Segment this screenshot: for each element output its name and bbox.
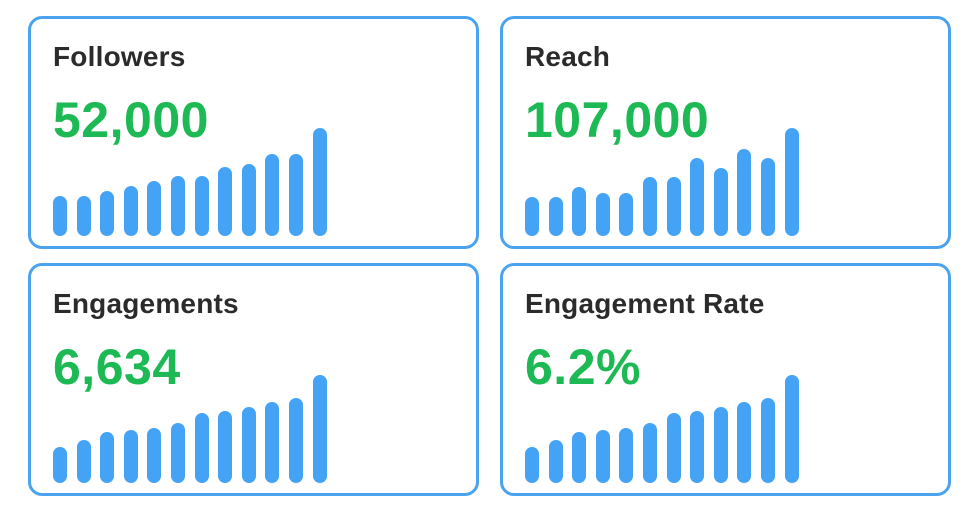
sparkline-bar xyxy=(549,197,563,236)
sparkline-bar xyxy=(289,154,303,236)
sparkline-bars xyxy=(525,128,805,236)
sparkline-bar xyxy=(525,447,539,483)
sparkline-bar xyxy=(643,423,657,483)
sparkline-bar xyxy=(714,168,728,236)
followers-card[interactable]: Followers 52,000 xyxy=(28,16,479,249)
engagements-card[interactable]: Engagements 6,634 xyxy=(28,263,479,496)
sparkline-bar xyxy=(53,447,67,483)
sparkline-bar xyxy=(195,176,209,236)
sparkline-bar xyxy=(289,398,303,483)
card-title: Engagements xyxy=(53,288,239,319)
sparkline-bar xyxy=(596,430,610,483)
sparkline-bar xyxy=(667,177,681,236)
sparkline-bar xyxy=(124,430,138,483)
sparkline-bar xyxy=(265,154,279,236)
sparkline-bar xyxy=(572,187,586,236)
sparkline-bar xyxy=(124,186,138,236)
sparkline-bar xyxy=(171,176,185,236)
sparkline-bar xyxy=(761,398,775,483)
sparkline-bars xyxy=(53,128,333,236)
sparkline-bar xyxy=(147,428,161,483)
sparkline-bar xyxy=(218,167,232,236)
sparkline-bar xyxy=(525,197,539,236)
card-value: 6,634 xyxy=(53,339,181,395)
engagement-rate-card[interactable]: Engagement Rate 6.2% xyxy=(500,263,951,496)
sparkline-bar xyxy=(643,177,657,236)
reach-card[interactable]: Reach 107,000 xyxy=(500,16,951,249)
sparkline-bar xyxy=(667,413,681,483)
sparkline-bar xyxy=(195,413,209,483)
sparkline-bar xyxy=(785,375,799,483)
sparkline-bar xyxy=(100,432,114,483)
sparkline-bar xyxy=(53,196,67,236)
sparkline-bar xyxy=(265,402,279,483)
sparkline-bar xyxy=(171,423,185,483)
sparkline-bar xyxy=(572,432,586,483)
card-value: 52,000 xyxy=(53,92,209,148)
sparkline-bar xyxy=(596,193,610,236)
sparkline-bar xyxy=(619,428,633,483)
sparkline-bars xyxy=(53,375,333,483)
sparkline-bar xyxy=(737,149,751,236)
sparkline-bar xyxy=(761,158,775,236)
sparkline-bar xyxy=(737,402,751,483)
sparkline-bar xyxy=(77,196,91,236)
card-title: Engagement Rate xyxy=(525,288,765,319)
card-value: 6.2% xyxy=(525,339,641,395)
sparkline-bar xyxy=(77,440,91,483)
sparkline-bar xyxy=(714,407,728,483)
sparkline-bar xyxy=(690,158,704,236)
sparkline-bar xyxy=(690,411,704,483)
card-title: Reach xyxy=(525,41,611,72)
sparkline-bar xyxy=(313,128,327,236)
sparkline-bar xyxy=(218,411,232,483)
sparkline-bar xyxy=(147,181,161,236)
card-title: Followers xyxy=(53,41,186,72)
sparkline-bar xyxy=(242,164,256,236)
sparkline-bar xyxy=(549,440,563,483)
sparkline-bars xyxy=(525,375,805,483)
sparkline-bar xyxy=(619,193,633,236)
sparkline-bar xyxy=(313,375,327,483)
sparkline-bar xyxy=(785,128,799,236)
sparkline-bar xyxy=(100,191,114,236)
card-value: 107,000 xyxy=(525,92,710,148)
sparkline-bar xyxy=(242,407,256,483)
